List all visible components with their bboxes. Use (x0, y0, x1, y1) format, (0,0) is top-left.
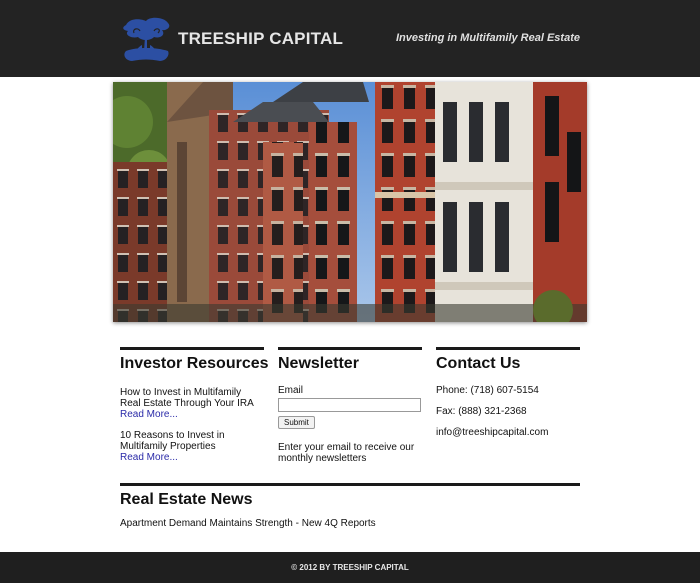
resource-item: How to Invest in Multifamily Real Estate… (120, 387, 264, 420)
brand-name[interactable]: TREESHIP CAPITAL (178, 29, 344, 48)
submit-button[interactable]: Submit (278, 416, 315, 429)
read-more-link[interactable]: Read More... (120, 452, 178, 463)
news-item[interactable]: Apartment Demand Maintains Strength - Ne… (120, 518, 376, 529)
news-heading: Real Estate News (120, 491, 253, 508)
email-label: Email (278, 385, 304, 396)
read-more-link[interactable]: Read More... (120, 409, 178, 420)
newsletter-note: Enter your email to receive our monthly … (278, 442, 415, 464)
section-rule (278, 347, 422, 350)
tree-icon[interactable] (120, 15, 172, 63)
site-footer: © 2012 BY TREESHIP CAPITAL (0, 552, 700, 583)
section-rule (120, 347, 264, 350)
contact-email[interactable]: info@treeshipcapital.com (436, 427, 549, 438)
copyright-text: © 2012 BY TREESHIP CAPITAL (291, 563, 409, 572)
section-rule (120, 483, 580, 486)
resource-item: 10 Reasons to Invest in Multifamily Prop… (120, 430, 264, 463)
newsletter-section: Newsletter Email Submit Enter your email… (278, 347, 422, 464)
contact-heading: Contact Us (436, 355, 521, 372)
investor-resources-heading: Investor Resources (120, 355, 269, 372)
site-header: TREESHIP CAPITAL Investing in Multifamil… (0, 0, 700, 77)
contact-phone: Phone: (718) 607-5154 (436, 385, 539, 396)
section-rule (436, 347, 580, 350)
hero-image (113, 82, 587, 322)
resource-title: How to Invest in Multifamily Real Estate… (120, 387, 254, 409)
email-field[interactable] (278, 398, 421, 412)
tagline: Investing in Multifamily Real Estate (396, 32, 580, 44)
townhouses-illustration (113, 82, 587, 322)
investor-resources-section: Investor Resources How to Invest in Mult… (120, 347, 269, 463)
news-section: Real Estate News Apartment Demand Mainta… (120, 483, 580, 529)
newsletter-heading: Newsletter (278, 355, 359, 372)
resource-title: 10 Reasons to Invest in Multifamily Prop… (120, 430, 225, 452)
contact-fax: Fax: (888) 321-2368 (436, 406, 527, 417)
contact-section: Contact Us Phone: (718) 607-5154 Fax: (8… (436, 347, 580, 438)
